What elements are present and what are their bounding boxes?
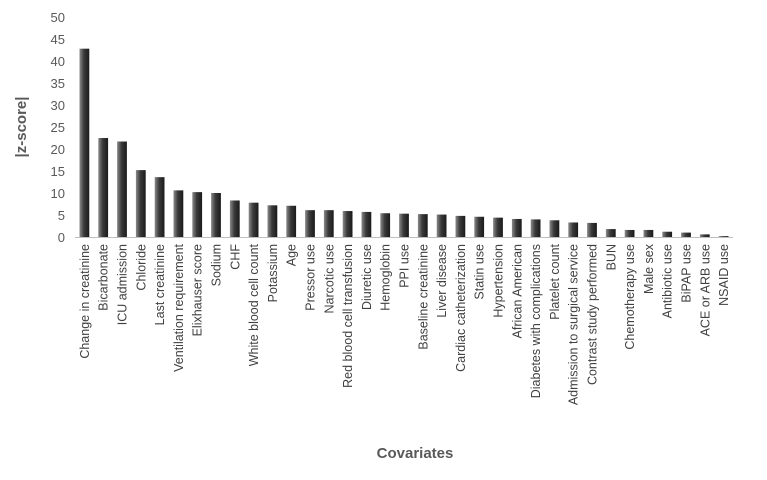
bar — [323, 210, 334, 237]
x-category-label: Diabetes with complications — [529, 244, 543, 398]
x-category-label: Red blood cell transfusion — [341, 244, 355, 388]
x-category-label: CHF — [228, 244, 242, 270]
bar — [455, 215, 466, 237]
bar — [417, 214, 428, 237]
bar — [192, 192, 203, 237]
bar — [79, 48, 90, 238]
bar — [267, 205, 278, 237]
x-category-label: Admission to surgical service — [567, 244, 581, 405]
bar — [380, 213, 391, 237]
x-category-label: Male sex — [642, 243, 656, 294]
y-axis-title: |z-score| — [13, 97, 30, 158]
y-tick-label: 25 — [51, 120, 65, 135]
y-tick-label: 35 — [51, 76, 65, 91]
bar — [342, 211, 353, 237]
bar — [286, 205, 297, 237]
bar — [681, 232, 691, 237]
bar — [135, 170, 146, 237]
x-category-label: Elixhauser score — [191, 244, 205, 336]
x-category-label: Contrast study performed — [586, 244, 600, 385]
bar — [511, 218, 522, 237]
y-tick-label: 0 — [58, 230, 65, 245]
y-tick-label: 5 — [58, 208, 65, 223]
y-tick-label: 15 — [51, 164, 65, 179]
y-tick-label: 40 — [51, 54, 65, 69]
bar — [605, 229, 616, 237]
x-category-label: Last creatinine — [153, 244, 167, 325]
bar — [568, 222, 579, 237]
x-category-label: Statin use — [473, 244, 487, 300]
x-category-label: Antibiotic use — [661, 244, 675, 318]
y-tick-label: 10 — [51, 186, 65, 201]
y-axis-ticks: 0 5 10 15 20 25 30 35 40 45 50 — [51, 10, 65, 245]
bar — [493, 217, 503, 237]
bar — [436, 214, 447, 237]
bars — [79, 48, 729, 238]
bar — [587, 222, 597, 237]
x-category-label: Age — [285, 244, 299, 266]
bar — [248, 202, 259, 237]
bar — [399, 213, 409, 237]
bar — [211, 193, 221, 237]
bar — [549, 220, 560, 237]
x-category-label: Narcotic use — [322, 244, 336, 314]
bar — [530, 219, 541, 237]
x-category-label: Pressor use — [304, 244, 318, 311]
x-category-label: Platelet count — [548, 243, 562, 319]
bar — [154, 177, 165, 237]
bar — [361, 211, 372, 237]
x-category-label: BUN — [604, 244, 618, 270]
bar — [474, 216, 485, 237]
bar — [117, 141, 127, 237]
bar — [699, 234, 710, 237]
x-category-label: Chemotherapy use — [623, 244, 637, 350]
x-category-label: ICU admission — [116, 244, 130, 325]
bar — [643, 229, 654, 237]
x-category-label: African American — [510, 244, 524, 339]
x-category-label: Hemoglobin — [379, 244, 393, 311]
bar — [173, 190, 184, 237]
bar — [718, 236, 729, 237]
x-category-label: Hypertension — [492, 244, 506, 318]
y-tick-label: 50 — [51, 10, 65, 25]
y-tick-label: 20 — [51, 142, 65, 157]
x-category-label: Cardiac catheterization — [454, 244, 468, 372]
x-category-label: Liver disease — [435, 244, 449, 318]
bar — [624, 229, 635, 237]
bar — [98, 138, 109, 237]
x-category-label: BiPAP use — [680, 244, 694, 303]
x-category-label: Chloride — [134, 244, 148, 291]
bar — [229, 200, 240, 237]
x-category-label: Bicarbonate — [97, 244, 111, 311]
x-axis-category-labels: Change in creatinine Bicarbonate ICU admis… — [78, 243, 731, 405]
y-tick-label: 45 — [51, 32, 65, 47]
x-category-label: White blood cell count — [247, 243, 261, 366]
x-category-label: Diuretic use — [360, 244, 374, 310]
x-category-label: Potassium — [266, 244, 280, 302]
x-category-label: NSAID use — [717, 244, 731, 306]
y-tick-label: 30 — [51, 98, 65, 113]
x-category-label: Ventilation requirement — [172, 243, 186, 371]
x-category-label: Change in creatinine — [78, 244, 92, 359]
x-category-label: PPI use — [398, 244, 412, 288]
x-axis-title: Covariates — [377, 445, 454, 462]
bar — [662, 231, 673, 237]
x-category-label: Sodium — [210, 244, 224, 286]
x-category-label: ACE or ARB use — [698, 244, 712, 336]
bar — [305, 210, 315, 237]
x-category-label: Baseline creatinine — [416, 244, 430, 350]
